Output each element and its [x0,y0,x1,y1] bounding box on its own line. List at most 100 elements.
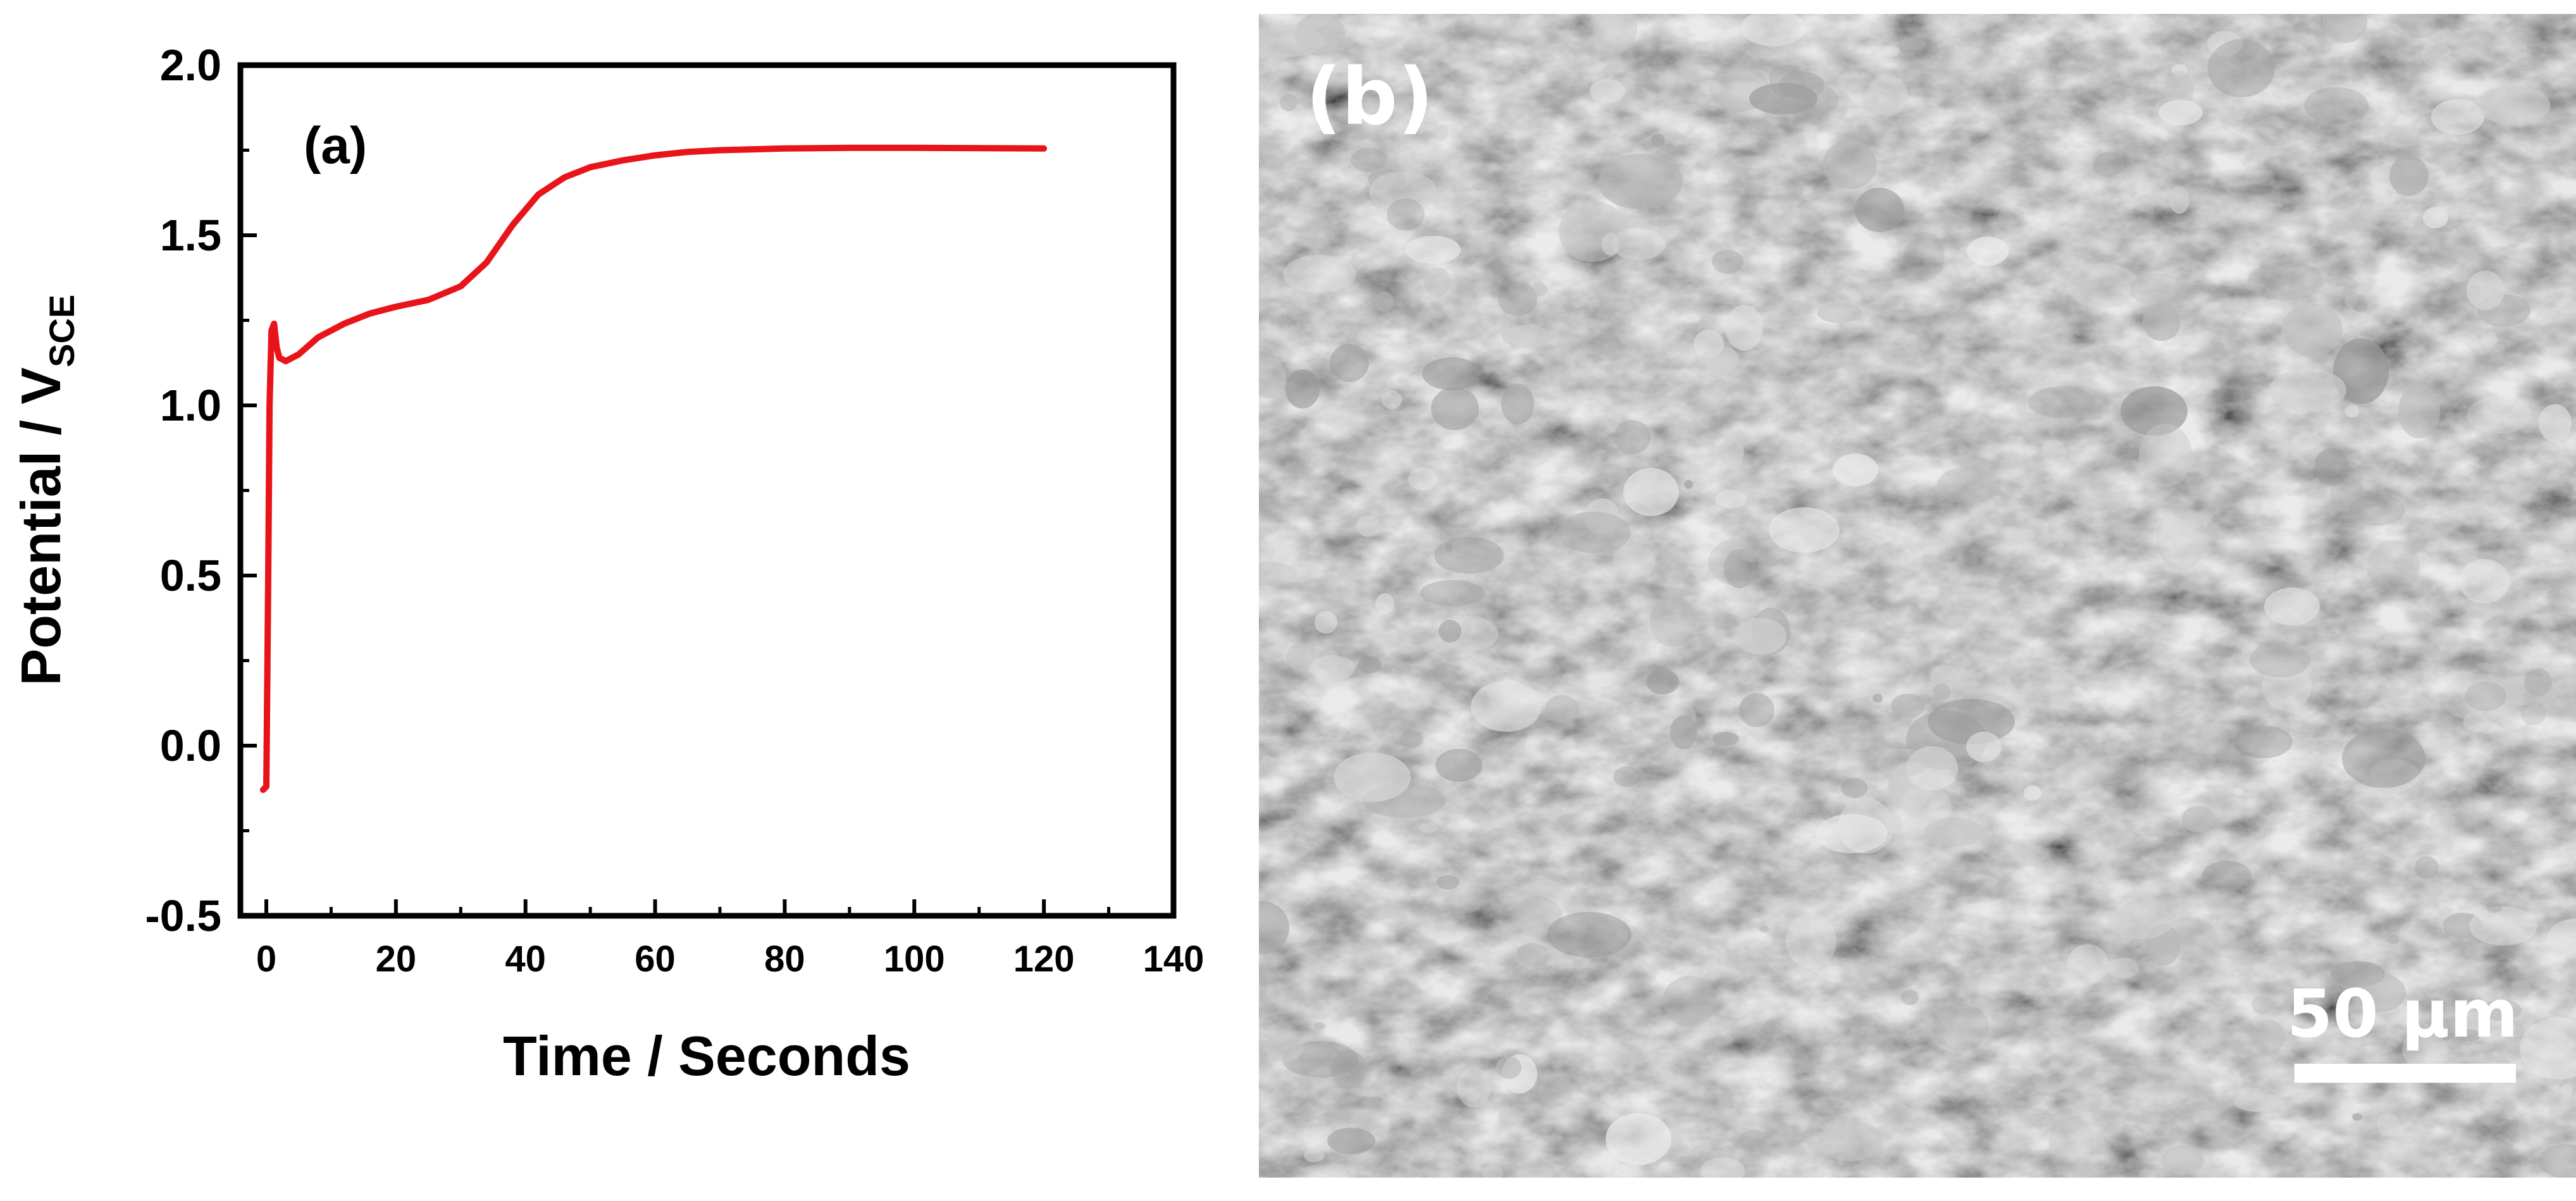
sem-particle [1259,25,1324,58]
sem-particle [1928,699,2015,744]
scale-bar-label: 50 µm [2287,975,2518,1052]
sem-particle [1901,990,1919,1005]
sem-particle [1823,140,1877,189]
sem-particle [2282,304,2343,357]
sem-particle [1650,596,1697,647]
sem-particle [1735,618,1786,655]
sem-particle [1420,580,1485,607]
sem-particle [2139,424,2192,487]
sem-particle [1437,875,1459,889]
sem-particle [1280,94,1297,111]
sem-particle [2329,197,2355,209]
sem-particle [1315,611,1337,634]
sem-particle [1749,83,1817,114]
sem-particle [2412,553,2430,567]
y-axis-label-subscript: SCE [42,295,82,367]
sem-particle [1614,420,1650,454]
sem-particle [1424,268,1451,297]
sem-particle [2158,100,2203,125]
sem-particle [1680,314,1700,323]
sem-particle [2469,906,2537,945]
sem-particle [2323,14,2367,43]
sem-particle [1259,901,1289,954]
sem-particle [1408,467,1437,490]
y-tick-label: 0.5 [160,551,221,600]
sem-particle [1759,926,1769,932]
sem-particle [1593,14,1637,54]
sem-particle [1358,656,1382,674]
x-tick-label: 80 [764,939,805,980]
sem-particle [1882,46,1900,57]
sem-particle [1712,732,1739,746]
sem-particle [1998,210,2012,223]
sem-particle [2171,64,2188,77]
sem-particle [1708,538,1771,586]
sem-particle [1758,355,1799,374]
sem-particle [1739,693,1774,727]
sem-particle [2143,303,2181,341]
x-tick-label: 40 [505,939,546,980]
sem-particle [2500,1101,2517,1112]
sem-particle [2333,338,2389,404]
sem-particle [1598,154,1683,209]
sem-particle [1557,512,1631,553]
sem-particle [2481,332,2498,347]
sem-particle [2233,725,2293,758]
sem-particle [1517,880,1571,919]
sem-particle [1691,995,1720,1017]
sem-particle [1900,785,1952,830]
sem-particle [2487,905,2502,913]
sem-particle [1873,694,1883,703]
sem-particle [1719,439,1744,467]
sem-particle [1568,870,1582,885]
sem-particle [2398,384,2440,438]
sem-particle [1725,305,1763,350]
sem-particle [1933,684,1950,700]
sem-particle [2561,1083,2573,1097]
sem-particle [1434,125,1448,141]
sem-particle [1286,643,1316,671]
sem-particle [2370,759,2419,792]
sem-particle [1351,148,1387,172]
sem-particle [2524,668,2552,696]
sem-particle [1445,543,1452,552]
sem-particle [1826,1073,1836,1081]
sem-particle [2067,944,2108,985]
x-axis-label: Time / Seconds [503,1025,910,1087]
sem-particle [2028,386,2095,418]
sem-particle [2107,904,2174,939]
sem-particle [1314,1022,1325,1030]
y-tick-label: 0.0 [160,721,221,770]
y-tick-label: 2.0 [160,40,221,90]
sem-particle [1630,626,1661,641]
x-tick-label: 60 [635,939,676,980]
sem-particle [1439,620,1461,643]
sem-particle [2439,908,2453,915]
sem-particle [1259,585,1277,601]
sem-particle [1499,1107,1523,1126]
sem-particle [2521,701,2546,725]
sem-particle [2367,540,2420,594]
sem-particle [1590,79,1625,103]
sem-particle [2459,559,2510,603]
sem-particle [1496,1056,1521,1079]
sem-particle [2156,506,2207,570]
sem-particle [2169,724,2228,758]
sem-particle [2016,529,2035,541]
sem-particle [2270,875,2280,882]
sem-particle [1702,346,1739,373]
sem-particle [1900,37,1926,50]
sem-particle [1559,201,1627,262]
sem-particle [2202,861,2251,890]
sem-particle [2207,31,2243,56]
sem-particle [1501,384,1534,424]
sem-particle [1700,1157,1745,1178]
sem-particle [1471,681,1542,732]
sem-particle [2377,1113,2400,1136]
sem-particle [2395,1130,2438,1163]
sem-particle [2353,300,2368,312]
sem-particle [2442,674,2523,722]
sem-particle [1820,737,1840,750]
sem-particle [1891,694,1925,718]
sem-particle [1606,1113,1671,1165]
